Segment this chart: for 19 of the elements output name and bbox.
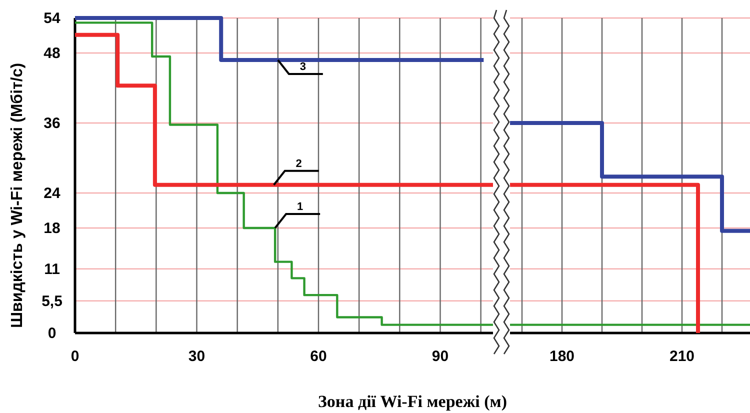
x-tick-label: 30 — [188, 348, 206, 365]
x-tick-label: 0 — [70, 348, 80, 365]
x-axis-title: Зона дії Wi-Fi мережі (м) — [318, 392, 508, 411]
y-tick-label: 54 — [44, 10, 61, 27]
annotation: 2 — [296, 158, 302, 170]
x-tick-label: 90 — [432, 348, 449, 365]
y-tick-label: 0 — [48, 325, 56, 342]
y-tick-label: 24 — [44, 185, 61, 202]
y-tick-label: 48 — [44, 45, 60, 62]
y-tick-label: 11 — [44, 260, 60, 278]
y-tick-label: 18 — [44, 220, 60, 237]
x-tick-label: 180 — [549, 348, 575, 365]
y-axis-title: Швидкість у Wi-Fi мережі (Мбіт/с) — [9, 62, 26, 328]
x-tick-label: 60 — [310, 348, 327, 365]
y-tick-label: 5,5 — [42, 292, 62, 310]
x-tick-label: 210 — [669, 348, 695, 365]
annotation: 3 — [300, 61, 306, 73]
annotation: 1 — [297, 201, 304, 213]
y-tick-label: 36 — [44, 115, 60, 132]
